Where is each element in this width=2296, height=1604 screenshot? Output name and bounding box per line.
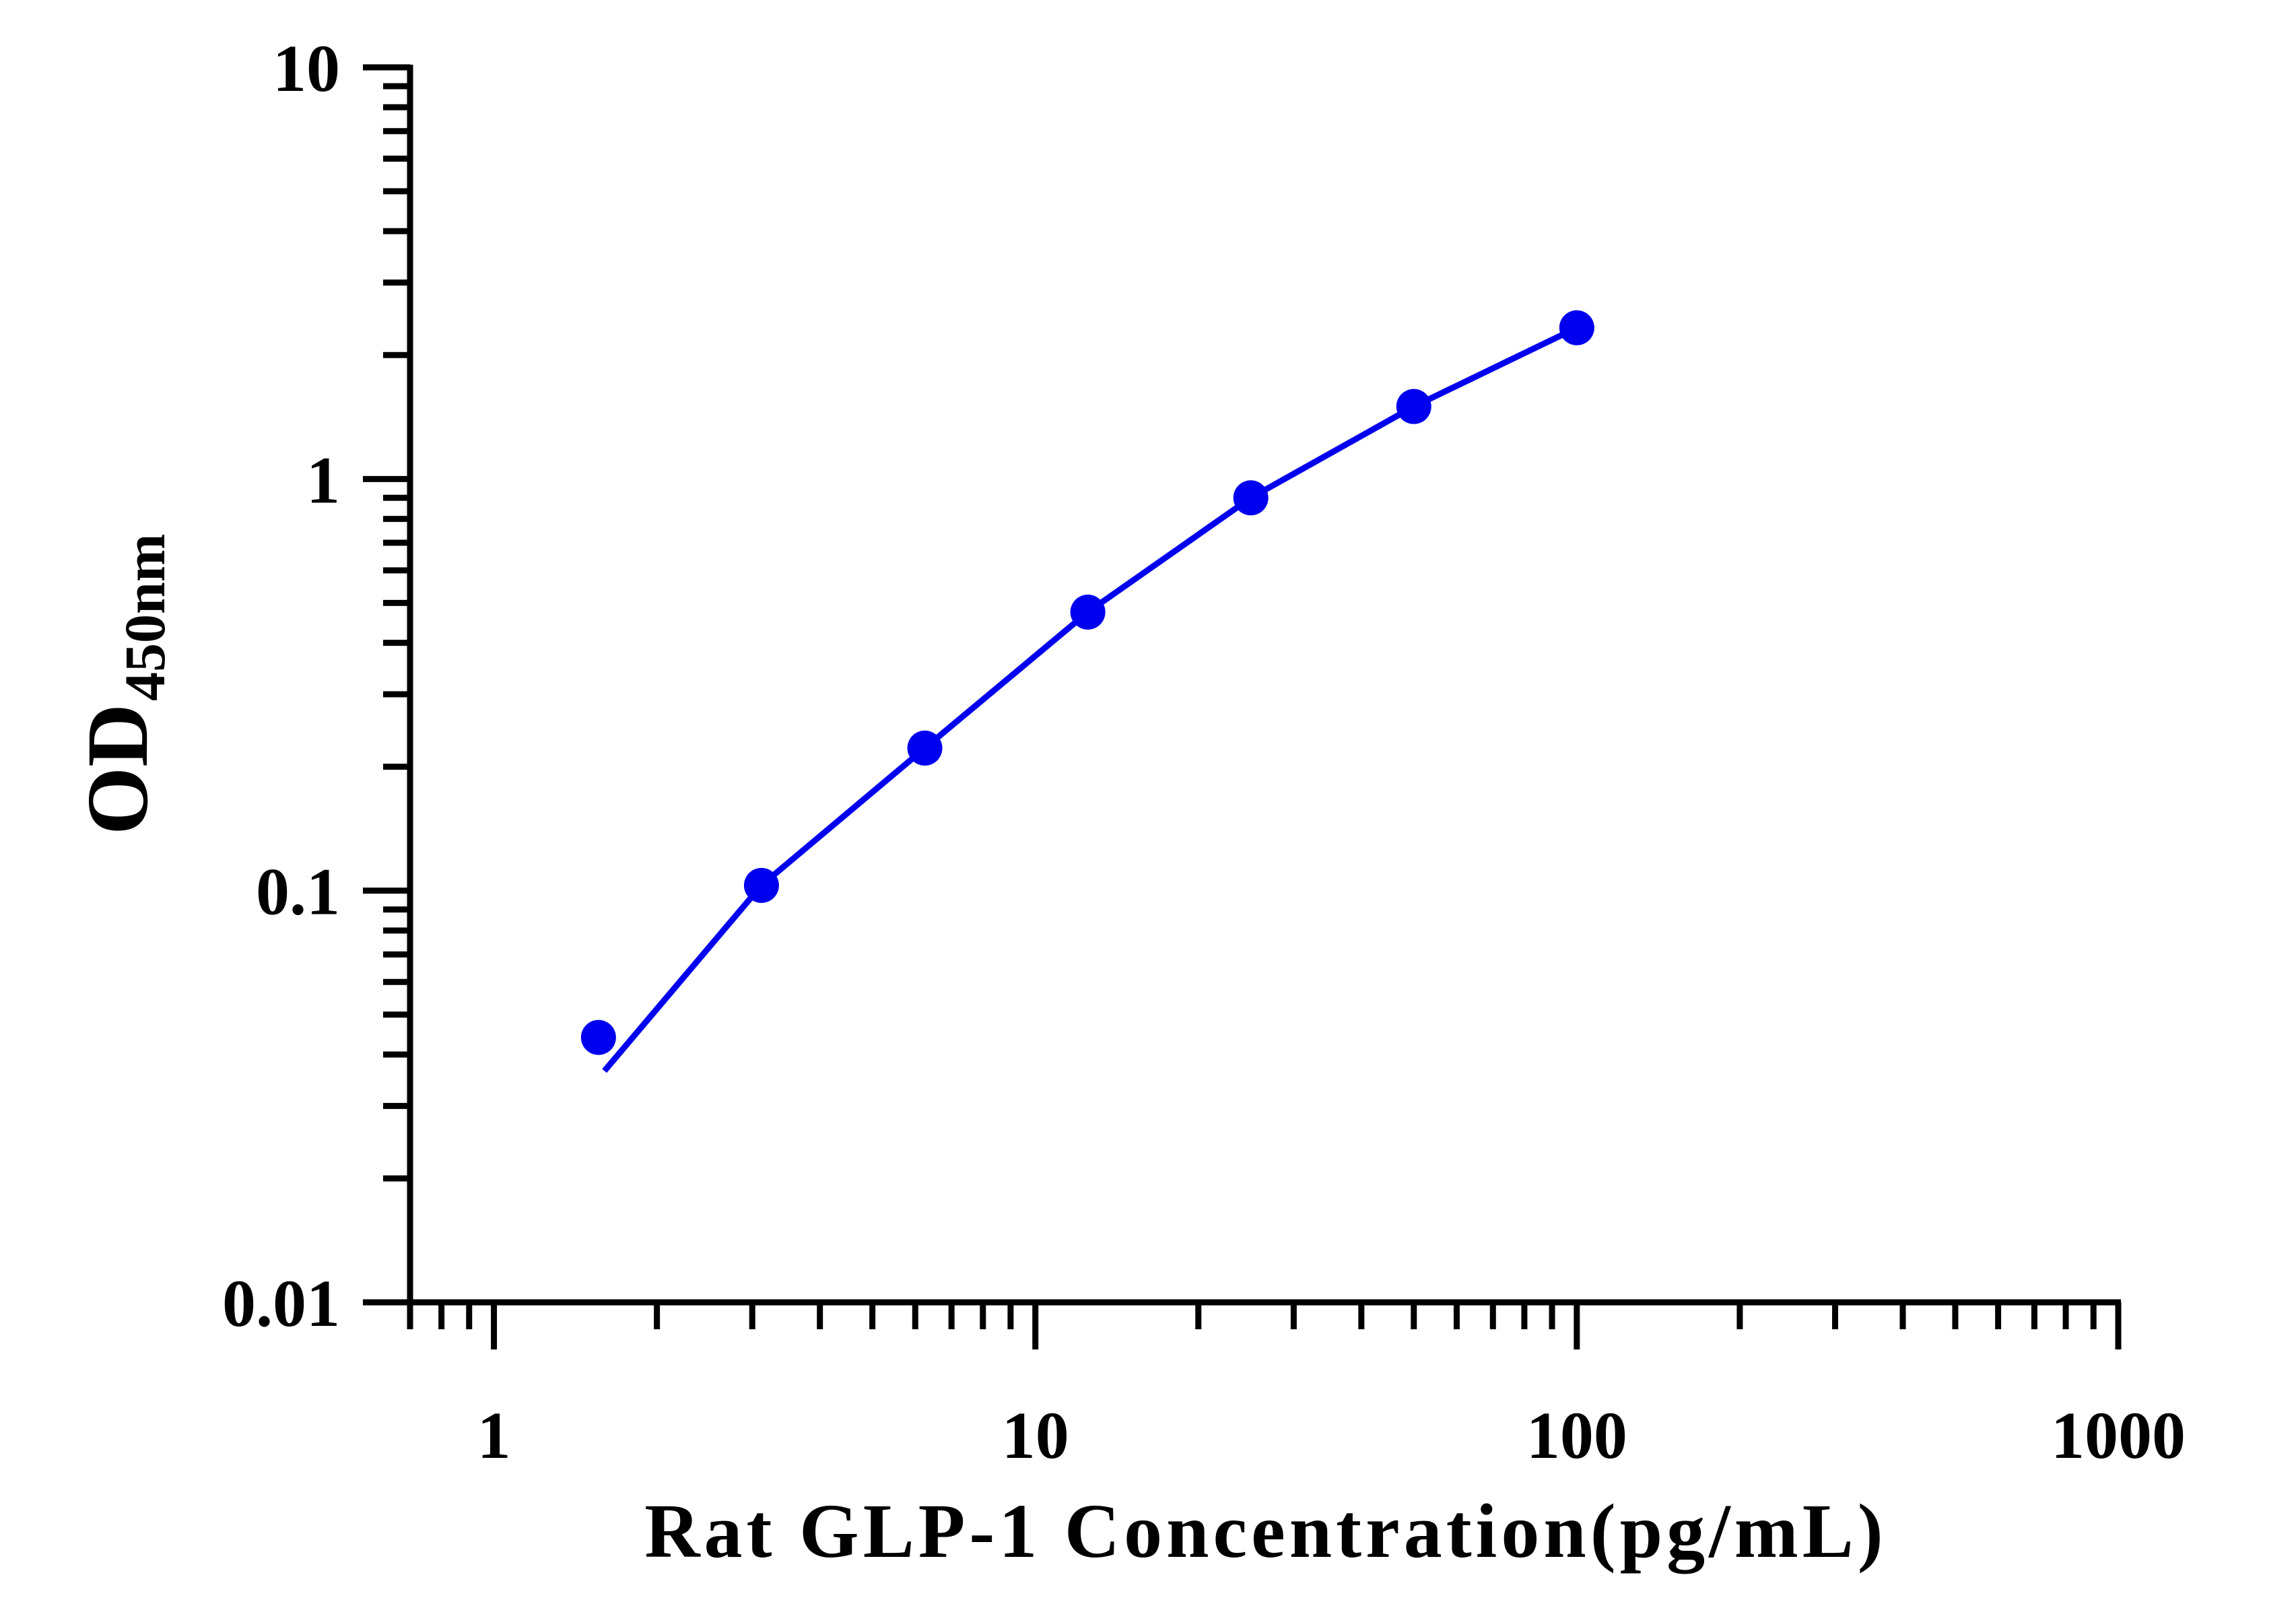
data-point xyxy=(1396,389,1431,424)
y-axis-title-subscript: 450nm xyxy=(112,534,177,701)
data-point xyxy=(743,867,779,903)
x-tick-label: 10 xyxy=(1002,1398,1069,1473)
y-tick-label: 10 xyxy=(273,31,340,106)
fit-curve xyxy=(602,325,1578,1073)
y-tick-label: 0.1 xyxy=(256,855,340,929)
y-axis-title: OD 450nm xyxy=(69,534,177,835)
x-tick-label: 1 xyxy=(477,1398,511,1473)
data-point xyxy=(907,730,943,766)
y-axis-tick-labels: 0.01 0.1 1 10 xyxy=(222,31,340,1341)
y-axis-title-main: OD xyxy=(69,704,166,835)
x-axis-tick-labels: 1 10 100 1000 xyxy=(477,1398,2186,1473)
x-tick-label: 1000 xyxy=(2051,1398,2186,1473)
axes xyxy=(407,65,2121,1306)
x-axis-ticks xyxy=(407,1302,2122,1349)
y-tick-label: 0.01 xyxy=(222,1266,340,1341)
data-point xyxy=(1070,594,1106,630)
data-point xyxy=(580,1020,616,1055)
data-point xyxy=(1559,310,1594,345)
y-axis-ticks xyxy=(363,64,410,1306)
x-axis-title: Rat GLP-1 Concentration(pg/mL) xyxy=(644,1488,1887,1574)
plot-area xyxy=(580,310,1594,1073)
data-point xyxy=(1233,480,1269,516)
y-tick-label: 1 xyxy=(306,442,340,517)
x-tick-label: 100 xyxy=(1526,1398,1627,1473)
